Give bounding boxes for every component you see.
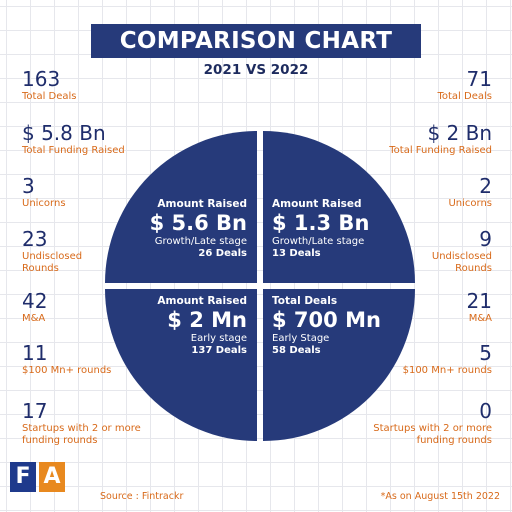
stat-value: 163: [22, 67, 61, 91]
pie-slice-top-right: [263, 131, 415, 283]
quadrant-bottom-right-label: Total Deals $ 700 Mn Early Stage 58 Deal…: [272, 295, 381, 357]
quadrant-amount: $ 5.6 Bn: [149, 210, 247, 235]
quadrant-deals: 26 Deals: [198, 247, 247, 259]
quadrant-amount: $ 700 Mn: [272, 307, 381, 332]
right-stat-multi-rounds: 0 Startups with 2 or more funding rounds: [357, 400, 492, 446]
left-stat-100mn: 11 $100 Mn+ rounds: [22, 342, 111, 377]
stat-label: Startups with 2 or more funding rounds: [22, 423, 141, 446]
stat-label: Total Funding Raised: [22, 145, 125, 156]
stat-label: Total Funding Raised: [389, 145, 492, 156]
quadrant-deals: 13 Deals: [272, 247, 321, 259]
stat-value: 42: [22, 289, 48, 313]
stat-value: 9: [479, 227, 492, 251]
stat-label: Unicorns: [22, 198, 66, 209]
quadrant-top-left-label: Amount Raised $ 5.6 Bn Growth/Late stage…: [150, 198, 247, 260]
stat-label: Total Deals: [22, 91, 77, 102]
stat-value: 0: [479, 399, 492, 423]
right-stat-ma: 21 M&A: [467, 290, 492, 325]
left-stat-unicorns: 3 Unicorns: [22, 175, 66, 210]
quadrant-stage: Growth/Late stage: [154, 235, 247, 247]
stat-value: 21: [466, 289, 492, 313]
stat-value: 11: [22, 341, 48, 365]
quadrant-stage: Growth/Late stage: [272, 235, 365, 247]
stat-value: 5: [479, 341, 492, 365]
chart-subtitle: 2021 VS 2022: [203, 62, 309, 78]
right-stat-undisclosed: 9 Undisclosed Rounds: [412, 228, 492, 274]
stat-label: Total Deals: [437, 91, 492, 102]
stat-label: M&A: [22, 313, 46, 324]
quadrant-top-right-label: Amount Raised $ 1.3 Bn Growth/Late stage…: [272, 198, 369, 260]
quadrant-amount: $ 1.3 Bn: [272, 210, 370, 235]
left-stat-ma: 42 M&A: [22, 290, 47, 325]
left-stat-undisclosed: 23 Undisclosed Rounds: [22, 228, 112, 274]
quadrant-amount: $ 2 Mn: [167, 307, 247, 332]
as-of-note: *As on August 15th 2022: [380, 491, 500, 502]
logo-letter-f: F: [10, 462, 36, 492]
source-note: Source : Fintrackr: [100, 491, 184, 502]
stat-label: Undisclosed Rounds: [431, 251, 492, 274]
stat-value: 3: [22, 174, 35, 198]
stat-label: Unicorns: [448, 198, 492, 209]
pie-slice-bottom-left: [105, 289, 257, 441]
quadrant-heading: Amount Raised: [157, 295, 247, 307]
left-stat-funding: $ 5.8 Bn Total Funding Raised: [22, 122, 125, 157]
quadrant-heading: Amount Raised: [157, 198, 247, 210]
quadrant-stage: Early Stage: [272, 332, 330, 344]
left-stat-multi-rounds: 17 Startups with 2 or more funding round…: [22, 400, 152, 446]
stat-value: 23: [22, 227, 48, 251]
pie-slice-bottom-right: [263, 289, 415, 441]
stat-label: Startups with 2 or more funding rounds: [373, 423, 492, 446]
right-stat-unicorns: 2 Unicorns: [448, 175, 492, 210]
right-stat-funding: $ 2 Bn Total Funding Raised: [389, 122, 492, 157]
left-stat-total-deals: 163 Total Deals: [22, 68, 77, 103]
stat-value: 2: [479, 174, 492, 198]
stat-label: Undisclosed Rounds: [22, 251, 83, 274]
stat-label: $100 Mn+ rounds: [402, 365, 492, 376]
right-stat-100mn: 5 $100 Mn+ rounds: [403, 342, 492, 377]
stat-value: 71: [466, 67, 492, 91]
quadrant-deals: 58 Deals: [272, 344, 321, 356]
stat-value: 17: [22, 399, 48, 423]
stat-label: M&A: [468, 313, 492, 324]
chart-title: COMPARISON CHART: [91, 24, 421, 58]
quadrant-stage: Early stage: [190, 332, 247, 344]
quadrant-bottom-left-label: Amount Raised $ 2 Mn Early stage 137 Dea…: [157, 295, 247, 357]
quadrant-deals: 137 Deals: [191, 344, 247, 356]
stat-label: $100 Mn+ rounds: [22, 365, 112, 376]
quadrant-heading: Amount Raised: [272, 198, 362, 210]
quadrant-heading: Total Deals: [272, 295, 338, 307]
stat-value: $ 5.8 Bn: [22, 121, 106, 145]
fa-logo: F A: [10, 462, 65, 492]
logo-letter-a: A: [39, 462, 65, 492]
pie-slice-top-left: [105, 131, 257, 283]
stat-value: $ 2 Bn: [427, 121, 492, 145]
right-stat-total-deals: 71 Total Deals: [437, 68, 492, 103]
